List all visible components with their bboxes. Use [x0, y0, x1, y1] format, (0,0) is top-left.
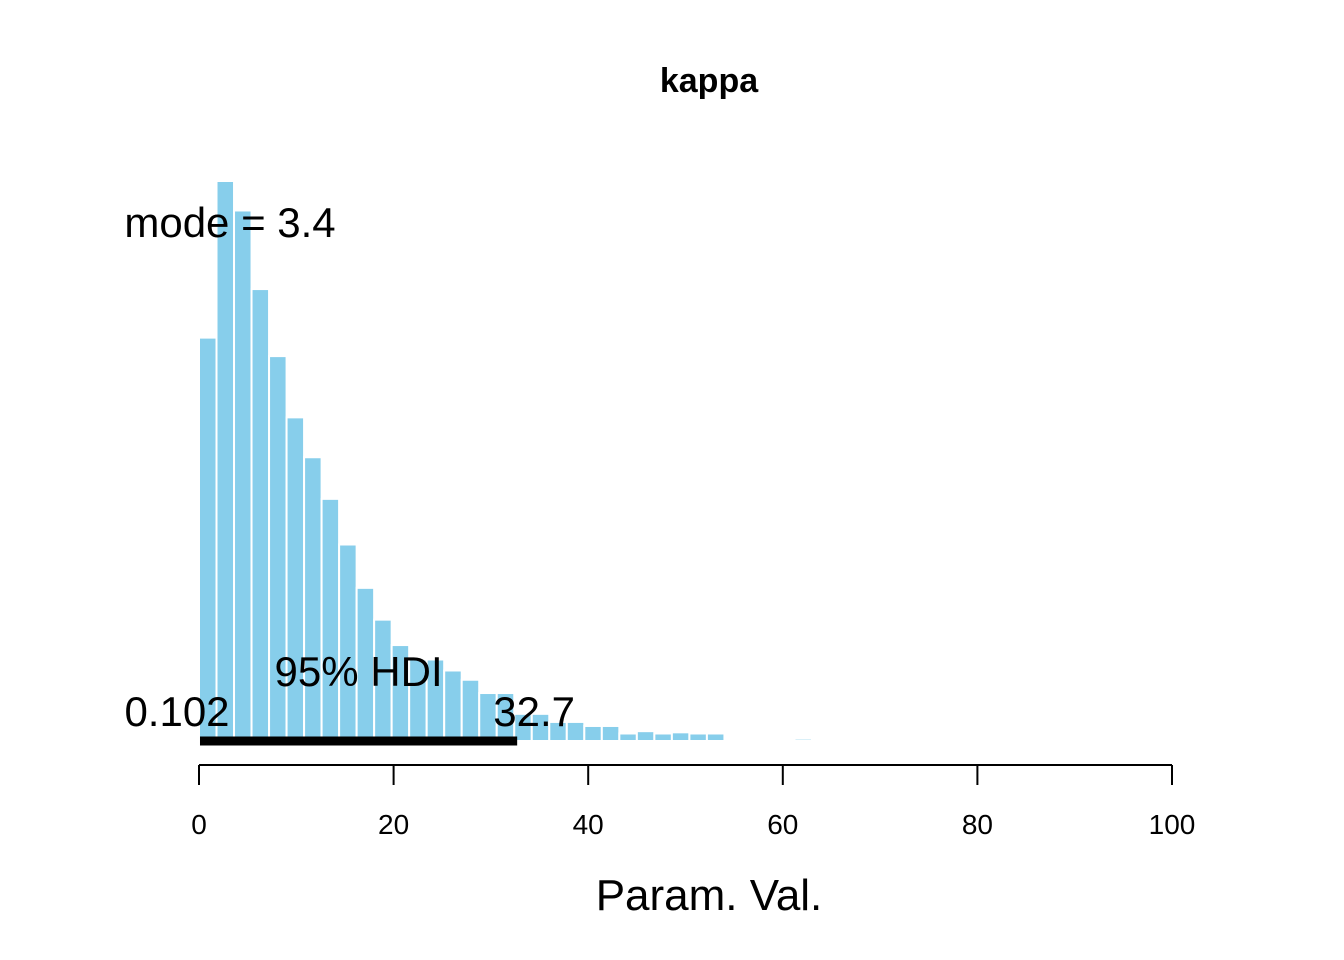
histogram-bar — [460, 678, 481, 742]
histogram-bar — [705, 732, 726, 743]
histogram-bar — [215, 180, 236, 742]
histogram-bar — [443, 669, 463, 742]
histogram-bar — [688, 732, 708, 743]
histogram-bar — [303, 456, 323, 742]
histogram-bars — [198, 180, 813, 743]
x-tick-label: 80 — [962, 809, 993, 840]
histogram-bar — [583, 724, 603, 742]
histogram-bar — [320, 497, 341, 742]
histogram-bar — [338, 543, 358, 743]
histogram-bar — [250, 288, 271, 742]
x-axis: 0 20 40 60 80 100 — [191, 764, 1196, 840]
x-tick-label: 100 — [1149, 809, 1196, 840]
histogram-bar — [233, 209, 253, 742]
hdi-high-label: 32.7 — [493, 688, 575, 735]
mode-annotation: mode = 3.4 — [124, 199, 335, 246]
histogram-bar — [198, 336, 218, 742]
x-tick-label: 60 — [767, 809, 798, 840]
chart-title: kappa — [660, 62, 759, 100]
histogram-bar — [670, 731, 691, 743]
hdi-label: 95% HDI — [275, 648, 443, 695]
histogram-bar — [635, 730, 656, 742]
histogram-bar — [793, 737, 813, 743]
histogram-bar — [600, 724, 621, 742]
x-tick-label: 40 — [573, 809, 604, 840]
histogram-bar — [618, 732, 638, 743]
x-tick-label: 0 — [191, 809, 207, 840]
histogram-bar — [653, 732, 673, 743]
hdi-low-label: 0.102 — [124, 688, 229, 735]
x-tick-label: 20 — [378, 809, 409, 840]
x-axis-label: Param. Val. — [596, 871, 823, 920]
